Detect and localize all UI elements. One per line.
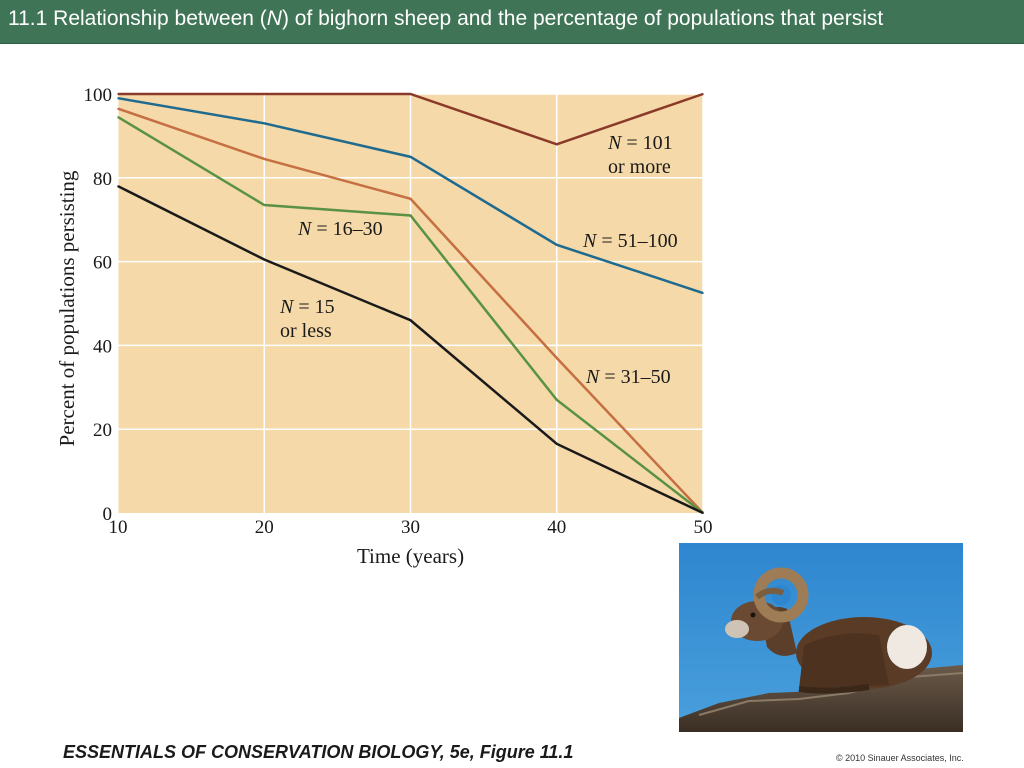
tick-labels: 0 20 40 60 80 100 10 20 30 40 50: [84, 85, 713, 538]
series-label-line2-0: or more: [608, 156, 671, 178]
series-label-variable-2: N: [585, 366, 601, 388]
series-label-text-0: = 101: [621, 132, 672, 154]
book-title: ESSENTIALS OF CONSERVATION BIOLOGY,: [63, 742, 445, 762]
series-label-variable-1: N: [582, 230, 598, 252]
series-1-point-4: [702, 292, 704, 294]
series-4-point-1: [263, 258, 266, 261]
axes: [117, 94, 704, 513]
series-label-line2-4: or less: [280, 320, 332, 342]
series-0-point-2: [409, 93, 412, 95]
series-label-0: N = 101: [607, 132, 673, 154]
series-label-3: N = 16–30: [297, 218, 383, 240]
series-3-point-1: [263, 204, 266, 206]
series-label-text-4: = 15: [293, 296, 334, 318]
edition-figure: 5e, Figure 11.1: [444, 742, 574, 762]
x-tick-label-1: 20: [255, 517, 274, 538]
x-tick-label-3: 40: [547, 517, 566, 538]
series-3-point-2: [409, 214, 412, 217]
y-tick-label-0: 0: [103, 504, 113, 525]
series-4-point-4: [702, 512, 704, 514]
x-tick-label-2: 30: [401, 517, 420, 538]
series-label-variable-0: N: [607, 132, 623, 154]
series-label-1: N = 51–100: [582, 230, 678, 252]
series-label-variable-4: N: [279, 296, 295, 318]
y-tick-label-1: 20: [93, 420, 112, 441]
x-axis-title: Time (years): [357, 544, 464, 568]
slide-title: 11.1 Relationship between (N) of bighorn…: [8, 7, 883, 31]
title-suffix: ) of bighorn sheep and the percentage of…: [281, 7, 884, 30]
figure-citation: ESSENTIALS OF CONSERVATION BIOLOGY, 5e, …: [63, 742, 573, 763]
series-4-point-3: [555, 443, 558, 445]
copyright-notice: © 2010 Sinauer Associates, Inc.: [836, 753, 964, 763]
series-3-point-0: [117, 116, 119, 118]
y-tick-label-5: 100: [84, 85, 113, 106]
series-1-point-0: [117, 97, 119, 99]
series-label-text-1: = 51–100: [596, 230, 677, 252]
title-bar: 11.1 Relationship between (N) of bighorn…: [0, 0, 1024, 44]
series-label-text-3: = 16–30: [311, 218, 382, 240]
title-variable: N: [266, 7, 282, 30]
series-3-point-3: [555, 399, 558, 401]
bighorn-sheep-photo: [679, 543, 963, 732]
title-prefix: 11.1 Relationship between (: [8, 7, 267, 30]
series-label-2: N = 31–50: [585, 366, 671, 388]
x-tick-label-4: 50: [694, 517, 713, 538]
y-tick-label-4: 80: [93, 169, 112, 190]
series-1-point-1: [263, 122, 266, 125]
series-1-point-3: [555, 244, 558, 246]
y-axis-title: Percent of populations persisting: [55, 170, 79, 446]
series-2-point-0: [117, 107, 119, 110]
y-tick-label-3: 60: [93, 253, 112, 274]
series-4-point-2: [409, 319, 412, 322]
series-label-4: N = 15: [279, 296, 335, 318]
series-0-point-4: [702, 93, 704, 95]
x-tick-label-0: 10: [109, 517, 128, 538]
y-tick-label-2: 40: [93, 336, 112, 357]
series-0-point-1: [263, 93, 266, 95]
series-4-point-0: [117, 185, 119, 187]
series-2-point-1: [263, 158, 266, 160]
series-label-variable-3: N: [297, 218, 313, 240]
series-2-point-2: [409, 197, 412, 200]
series-1-point-2: [409, 156, 412, 158]
series-lines: [117, 92, 704, 515]
series-2-point-3: [555, 357, 558, 359]
series-label-text-2: = 31–50: [599, 366, 670, 388]
series-0-point-3: [555, 143, 558, 146]
series-0-point-0: [117, 93, 119, 95]
